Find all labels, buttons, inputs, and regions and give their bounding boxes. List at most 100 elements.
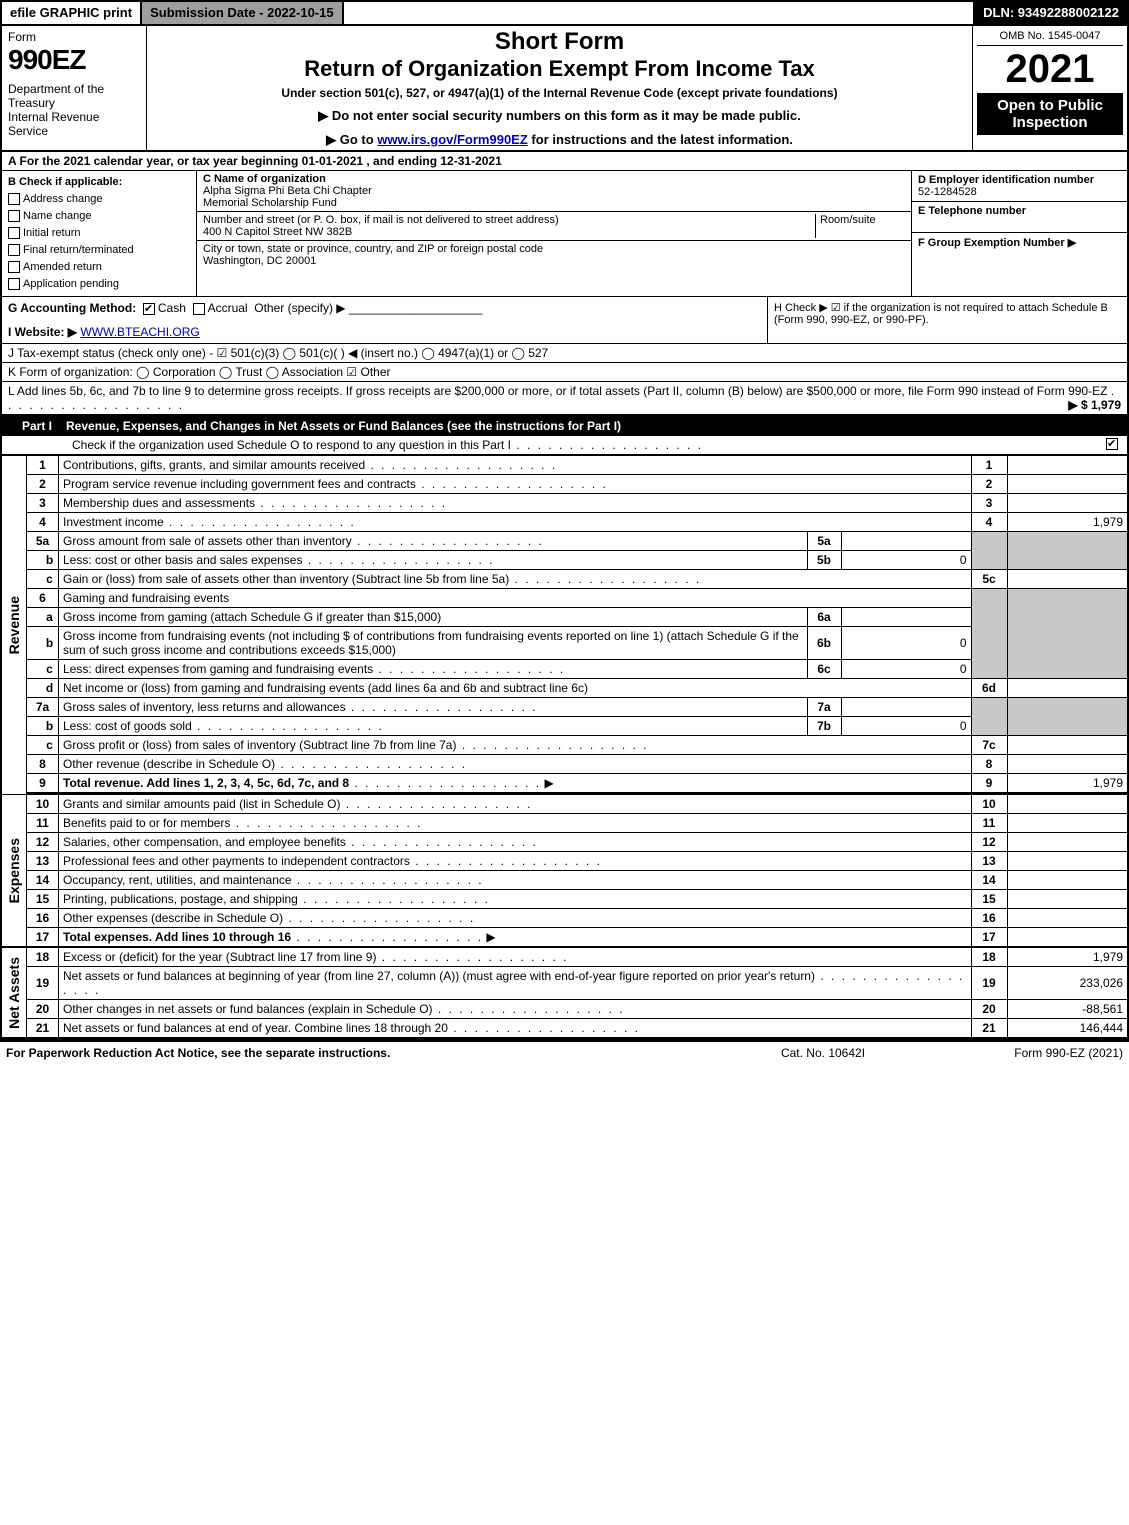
l7b-desc: Less: cost of goods sold (63, 719, 192, 733)
l15-num: 15 (27, 890, 59, 909)
l11-box: 11 (971, 814, 1007, 833)
l11-num: 11 (27, 814, 59, 833)
l6d-val (1007, 679, 1127, 698)
l1-num: 1 (27, 456, 59, 475)
l12-box: 12 (971, 833, 1007, 852)
c-name-lbl: C Name of organization (203, 173, 326, 185)
header-row: Form 990EZ Department of the Treasury In… (2, 26, 1127, 152)
b-opt-2: Initial return (8, 225, 190, 242)
c-name: C Name of organization Alpha Sigma Phi B… (197, 171, 911, 212)
form-word: Form (8, 30, 140, 44)
l4-desc: Investment income (63, 515, 164, 529)
d-lbl: D Employer identification number (918, 174, 1094, 186)
l9-box: 9 (971, 774, 1007, 793)
l16-num: 16 (27, 909, 59, 928)
l13-num: 13 (27, 852, 59, 871)
l12-val (1007, 833, 1127, 852)
l6a-desc: Gross income from gaming (attach Schedul… (59, 608, 808, 627)
c-street: Number and street (or P. O. box, if mail… (197, 212, 911, 241)
l6-num: 6 (27, 589, 59, 608)
l3-desc: Membership dues and assessments (63, 496, 255, 510)
l13-box: 13 (971, 852, 1007, 871)
c-city-lbl: City or town, state or province, country… (203, 243, 543, 255)
b-opt-1: Name change (8, 208, 190, 225)
d-val: 52-1284528 (918, 186, 977, 198)
l6d-desc: Net income or (loss) from gaming and fun… (59, 679, 972, 698)
form-number: 990EZ (8, 44, 140, 76)
part1-header: Part I Revenue, Expenses, and Changes in… (2, 416, 1127, 436)
l2-box: 2 (971, 475, 1007, 494)
section-a: A For the 2021 calendar year, or tax yea… (2, 152, 1127, 171)
l5c-box: 5c (971, 570, 1007, 589)
l5-grey-v (1007, 532, 1127, 570)
website-link[interactable]: WWW.BTEACHI.ORG (80, 325, 199, 339)
b-opt-5: Application pending (8, 276, 190, 293)
c-city: City or town, state or province, country… (197, 241, 911, 269)
l8-num: 8 (27, 755, 59, 774)
lines-table: Revenue 1 Contributions, gifts, grants, … (2, 455, 1127, 1038)
c-street-val: 400 N Capitol Street NW 382B (203, 226, 352, 238)
l20-box: 20 (971, 1000, 1007, 1019)
l5c-val (1007, 570, 1127, 589)
c-street-lbl: Number and street (or P. O. box, if mail… (203, 214, 559, 226)
b-opt-0: Address change (8, 191, 190, 208)
l7a-mb: 7a (807, 698, 841, 717)
l7-grey (971, 698, 1007, 736)
footer-center: Cat. No. 10642I (723, 1046, 923, 1060)
l6c-desc: Less: direct expenses from gaming and fu… (63, 662, 373, 676)
l11-val (1007, 814, 1127, 833)
l14-desc: Occupancy, rent, utilities, and maintena… (63, 873, 292, 887)
l10-val (1007, 795, 1127, 814)
short-form-title: Short Form (155, 28, 964, 56)
l21-val: 146,444 (1007, 1019, 1127, 1038)
l7-grey-v (1007, 698, 1127, 736)
l6a-num: a (27, 608, 59, 627)
l7b-mb: 7b (807, 717, 841, 736)
i-pre: I Website: ▶ (8, 325, 77, 339)
l18-num: 18 (27, 947, 59, 967)
irs-link[interactable]: www.irs.gov/Form990EZ (377, 132, 528, 147)
footer-right: Form 990-EZ (2021) (923, 1046, 1123, 1060)
inst2-post: for instructions and the latest informat… (528, 132, 793, 147)
row-k: K Form of organization: ◯ Corporation ◯ … (2, 363, 1127, 382)
l19-val: 233,026 (1007, 967, 1127, 1000)
l21-box: 21 (971, 1019, 1007, 1038)
l12-desc: Salaries, other compensation, and employ… (63, 835, 346, 849)
l19-box: 19 (971, 967, 1007, 1000)
c-city-val: Washington, DC 20001 (203, 255, 316, 267)
l8-desc: Other revenue (describe in Schedule O) (63, 757, 275, 771)
l14-box: 14 (971, 871, 1007, 890)
section-b: B Check if applicable: Address change Na… (2, 171, 197, 296)
l13-desc: Professional fees and other payments to … (63, 854, 410, 868)
l6a-mv (841, 608, 971, 627)
l5c-num: c (27, 570, 59, 589)
l6b-num: b (27, 627, 59, 660)
expenses-label: Expenses (6, 838, 22, 903)
l7c-box: 7c (971, 736, 1007, 755)
subtitle: Under section 501(c), 527, or 4947(a)(1)… (155, 86, 964, 100)
l3-box: 3 (971, 494, 1007, 513)
l19-desc: Net assets or fund balances at beginning… (63, 969, 815, 983)
l2-num: 2 (27, 475, 59, 494)
l2-val (1007, 475, 1127, 494)
l16-desc: Other expenses (describe in Schedule O) (63, 911, 283, 925)
l8-box: 8 (971, 755, 1007, 774)
l7c-val (1007, 736, 1127, 755)
l-amt: ▶ $ 1,979 (1068, 398, 1121, 412)
efile-label: efile GRAPHIC print (2, 2, 142, 24)
g-other: Other (specify) ▶ (254, 301, 345, 315)
footer: For Paperwork Reduction Act Notice, see … (0, 1042, 1129, 1064)
l7b-num: b (27, 717, 59, 736)
part1-note: Check if the organization used Schedule … (2, 436, 1127, 455)
l18-box: 18 (971, 947, 1007, 967)
l19-num: 19 (27, 967, 59, 1000)
c-name-val: Alpha Sigma Phi Beta Chi Chapter Memoria… (203, 185, 372, 209)
row-g-h: G Accounting Method: Cash Accrual Other … (2, 297, 1127, 344)
e-phone: E Telephone number (912, 202, 1127, 233)
l21-num: 21 (27, 1019, 59, 1038)
l1-val (1007, 456, 1127, 475)
dept-label: Department of the Treasury Internal Reve… (8, 82, 140, 138)
l6a-mb: 6a (807, 608, 841, 627)
inst2-pre: ▶ Go to (326, 132, 377, 147)
l14-val (1007, 871, 1127, 890)
